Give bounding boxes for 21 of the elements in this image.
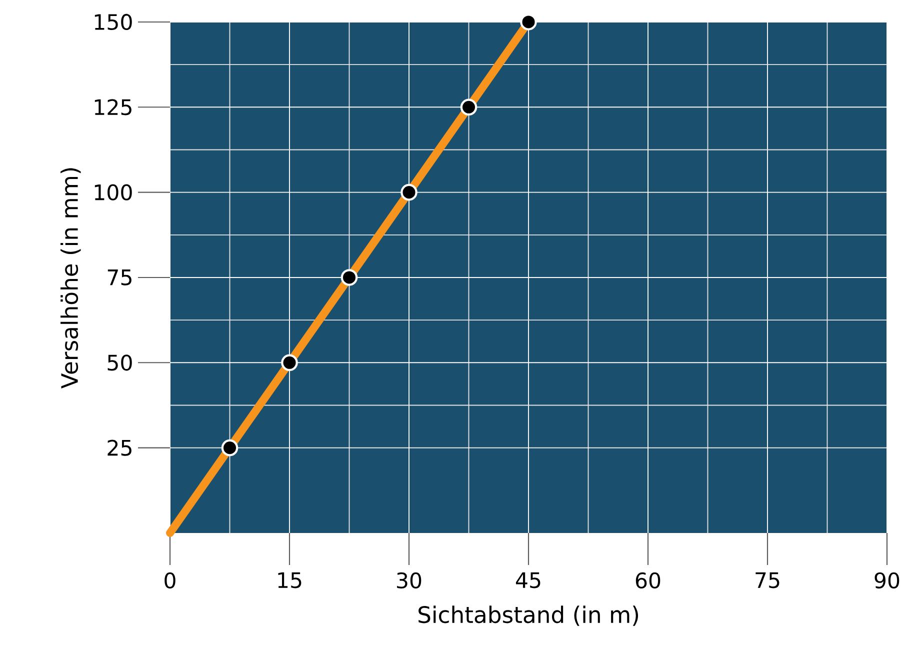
x-tick-label: 15 xyxy=(278,572,302,588)
point xyxy=(340,269,358,286)
y-tick-label: 125 xyxy=(94,99,132,116)
y-tick-label: 150 xyxy=(94,14,132,30)
x-tick-label: 30 xyxy=(397,572,422,588)
point xyxy=(520,14,537,30)
y-tick-label: 100 xyxy=(94,184,132,200)
x-tick-label: 60 xyxy=(636,572,660,588)
y-tick-label: 50 xyxy=(108,354,132,371)
x-axis-title: Sichtabstand (in m) xyxy=(418,606,638,626)
y-axis-title: Versalhöhe (in mm) xyxy=(60,168,81,389)
point xyxy=(281,354,298,372)
point xyxy=(400,184,418,201)
y-tick-label: 75 xyxy=(108,270,132,286)
x-tick-label: 75 xyxy=(756,572,780,588)
x-tick-label: 90 xyxy=(874,572,900,588)
x-tick-label: 0 xyxy=(164,572,176,588)
x-tick-label: 45 xyxy=(516,572,540,588)
y-tick-label: 25 xyxy=(108,440,132,456)
point xyxy=(460,98,478,116)
point xyxy=(221,439,238,456)
